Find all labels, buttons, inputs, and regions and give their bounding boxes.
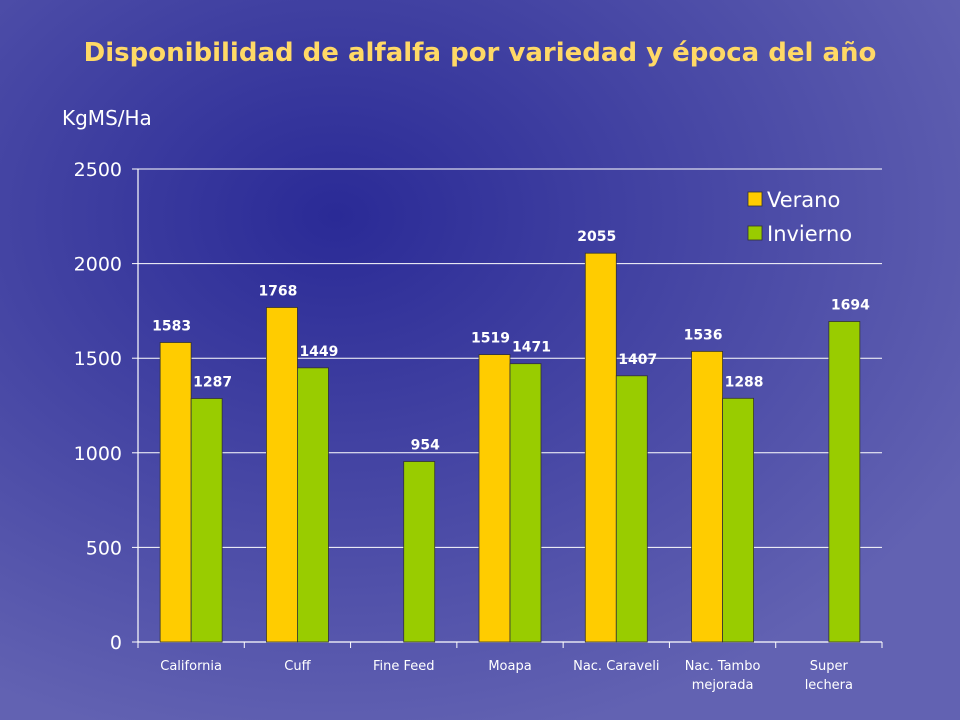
x-tick-label: Fine Feed	[373, 659, 435, 674]
data-label: 1536	[684, 327, 723, 343]
x-tick-label: lechera	[805, 678, 853, 693]
data-label: 1449	[299, 344, 338, 360]
bar-invierno	[509, 363, 542, 643]
data-label: 2055	[577, 229, 616, 245]
bar-invierno	[722, 397, 754, 643]
x-tick-label: California	[160, 659, 222, 674]
bar-verano	[691, 350, 723, 643]
bar-invierno	[297, 367, 329, 643]
data-label: 1407	[618, 352, 657, 368]
data-label: 1768	[258, 283, 297, 299]
bar-invierno	[615, 375, 648, 643]
y-tick-label: 2000	[74, 254, 122, 276]
x-tick-label: Super	[810, 659, 849, 674]
y-tick-label: 500	[86, 537, 122, 559]
data-label: 954	[411, 438, 440, 454]
bar-invierno	[190, 398, 223, 643]
data-label: 1583	[152, 318, 191, 334]
bar-verano	[478, 354, 511, 643]
y-tick-label: 1000	[74, 443, 122, 465]
x-tick-label: mejorada	[692, 678, 754, 693]
plot-area: 0 500 1000 1500 2000 2500 California 1583 1287 Cu…	[74, 159, 883, 693]
bar-verano	[159, 342, 192, 643]
x-tick-label: Cuff	[284, 659, 311, 674]
x-tick-label: Nac. Caraveli	[573, 659, 659, 674]
bar-verano	[584, 252, 617, 643]
data-label: 1519	[471, 331, 510, 347]
bar-invierno	[828, 321, 861, 643]
x-tick-label: Moapa	[488, 659, 531, 674]
legend-label-invierno: Invierno	[767, 222, 852, 246]
legend-swatch-invierno	[747, 225, 763, 241]
data-label: 1694	[831, 297, 870, 313]
data-label: 1288	[725, 374, 764, 390]
y-tick-label: 0	[110, 632, 122, 654]
legend-swatch-verano	[747, 191, 763, 207]
bar-verano	[266, 307, 298, 643]
y-axis-label: KgMS/Ha	[62, 106, 152, 130]
y-tick-label: 1500	[74, 348, 122, 370]
y-tick-label: 2500	[74, 159, 122, 181]
chart-title: Disponibilidad de alfalfa por variedad y…	[83, 38, 877, 68]
bar-invierno	[403, 461, 436, 643]
legend-label-verano: Verano	[767, 188, 840, 212]
x-tick-label: Nac. Tambo	[685, 659, 761, 674]
data-label: 1471	[512, 340, 551, 356]
data-label: 1287	[193, 374, 232, 390]
